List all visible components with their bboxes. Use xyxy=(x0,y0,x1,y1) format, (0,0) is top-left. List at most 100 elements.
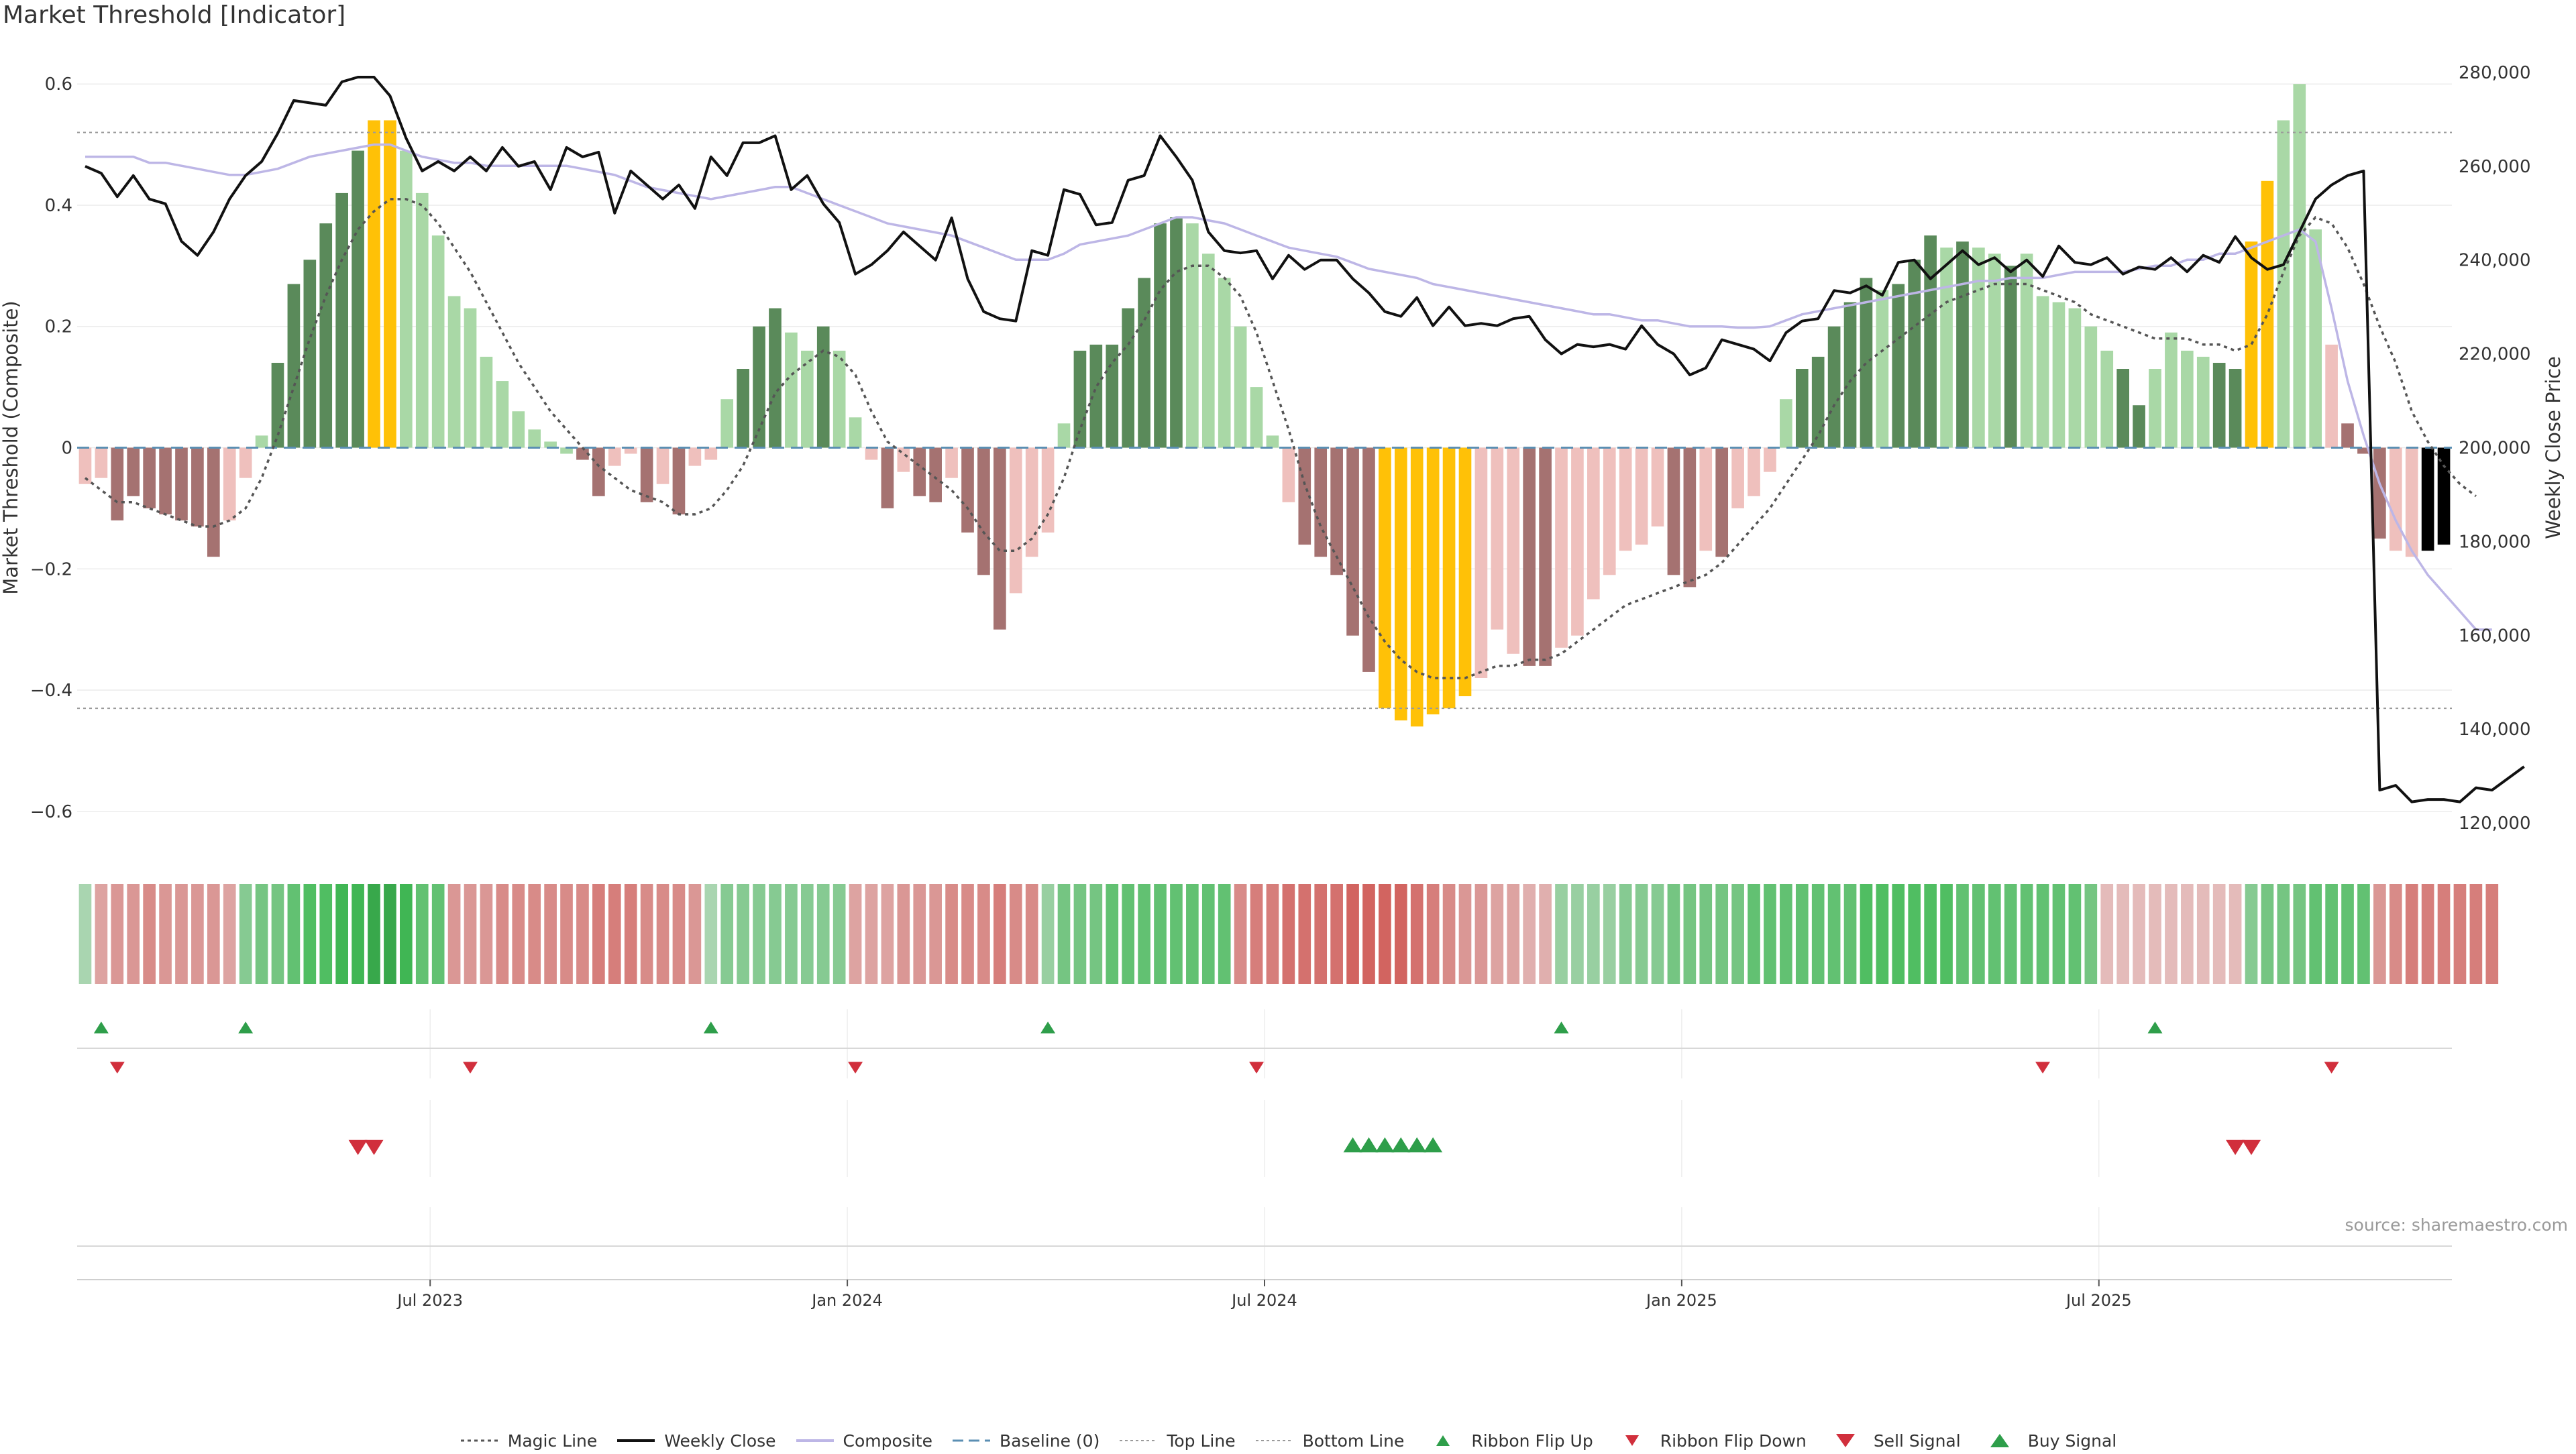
right-tick-label: 200,000 xyxy=(2459,439,2531,459)
ribbon-cell xyxy=(1138,884,1150,984)
composite-bar xyxy=(2405,447,2418,557)
ribbon-cell xyxy=(785,884,798,984)
ribbon-cell xyxy=(977,884,990,984)
weekly-close-line xyxy=(85,76,2525,803)
ribbon-cell xyxy=(994,884,1006,984)
right-tick-label: 240,000 xyxy=(2459,251,2531,271)
ribbon-cell xyxy=(2421,884,2434,984)
composite-bar xyxy=(1764,447,1776,472)
ribbon-cell xyxy=(576,884,589,984)
composite-bar xyxy=(368,120,380,448)
right-tick-label: 180,000 xyxy=(2459,532,2531,552)
ribbon-cell xyxy=(913,884,926,984)
composite-bar xyxy=(2100,350,2114,448)
composite-bar xyxy=(2277,120,2290,448)
ribbon-flip-up-marker xyxy=(703,1021,718,1033)
ribbon-cell xyxy=(2389,884,2402,984)
composite-bar xyxy=(415,192,429,448)
ribbon-cell xyxy=(2437,884,2451,984)
composite-bar xyxy=(608,447,621,466)
x-tick-label: Jan 2025 xyxy=(1645,1291,1717,1310)
ribbon-cell xyxy=(2004,884,2017,984)
ribbon-cell xyxy=(287,884,301,984)
ribbon-cell xyxy=(415,884,429,984)
composite-bar xyxy=(191,447,204,526)
composite-bar xyxy=(1186,223,1199,448)
ribbon-cell xyxy=(865,884,878,984)
ribbon-cell xyxy=(143,884,156,984)
composite-bar xyxy=(1491,447,1504,630)
composite-bar xyxy=(1379,447,1391,709)
ribbon-cell xyxy=(2116,884,2129,984)
ribbon-cell xyxy=(1555,884,1568,984)
composite-bar xyxy=(961,447,974,533)
ribbon-cell xyxy=(2341,884,2354,984)
composite-bar xyxy=(2245,241,2258,448)
ribbon-cell xyxy=(1507,884,1520,984)
composite-bar xyxy=(175,447,188,520)
legend-item-price: Weekly Close xyxy=(616,1431,776,1451)
composite-bar xyxy=(1507,447,1520,654)
buy-signal-marker xyxy=(1343,1137,1362,1153)
x-tick-label: Jul 2025 xyxy=(2065,1291,2132,1310)
ribbon-cell xyxy=(352,884,364,984)
legend-label: Sell Signal xyxy=(1873,1431,1961,1451)
legend-swatch xyxy=(951,1431,991,1450)
composite-bar xyxy=(287,284,301,448)
right-tick-label: 260,000 xyxy=(2459,157,2531,177)
composite-bar xyxy=(95,447,108,478)
signal-panels xyxy=(77,1009,2452,1280)
ribbon-cell xyxy=(1186,884,1199,984)
ribbon-flip-up-marker xyxy=(2147,1021,2163,1033)
ribbon-cell xyxy=(2149,884,2161,984)
composite-bar xyxy=(704,447,718,460)
ribbon-cell xyxy=(1603,884,1616,984)
composite-bar xyxy=(994,447,1006,630)
composite-bar xyxy=(1523,447,1536,666)
legend-label: Weekly Close xyxy=(664,1431,776,1451)
ribbon-cell xyxy=(2309,884,2322,984)
composite-bar xyxy=(1940,247,1953,448)
buy-signal-marker xyxy=(1375,1137,1395,1153)
legend-swatch xyxy=(795,1431,835,1450)
ribbon-cell xyxy=(2165,884,2178,984)
ribbon-cell xyxy=(2036,884,2049,984)
legend-label: Ribbon Flip Down xyxy=(1660,1431,1807,1451)
chart-lines xyxy=(77,76,2525,803)
legend-label: Magic Line xyxy=(507,1431,598,1451)
composite-bar xyxy=(480,356,493,448)
composite-bar xyxy=(2004,266,2017,448)
composite-bar xyxy=(737,369,749,448)
composite-line xyxy=(85,143,2492,631)
composite-bar xyxy=(1073,350,1087,448)
composite-bar xyxy=(1458,447,1472,697)
composite-bar xyxy=(2036,296,2049,448)
legend-swatch xyxy=(1980,1431,2020,1450)
composite-bar xyxy=(352,150,364,448)
left-tick-label: −0.6 xyxy=(30,802,72,822)
composite-bar xyxy=(1282,447,1295,502)
ribbon-flip-down-marker xyxy=(848,1062,863,1074)
ribbon-cell xyxy=(496,884,509,984)
ribbon-cell xyxy=(1924,884,1937,984)
composite-bar xyxy=(640,447,653,502)
composite-bar xyxy=(2341,423,2354,448)
ribbon-cell xyxy=(1571,884,1584,984)
ribbon-cell xyxy=(1811,884,1825,984)
composite-bar xyxy=(1795,369,1809,448)
ribbon-cell xyxy=(1683,884,1697,984)
composite-bar xyxy=(1843,302,1857,448)
ribbon-cell xyxy=(2485,884,2499,984)
composite-bar xyxy=(1780,399,1792,448)
composite-bar xyxy=(2165,332,2178,448)
composite-bar xyxy=(576,447,589,460)
buy-signal-marker xyxy=(1424,1137,1443,1153)
composite-bar xyxy=(1988,254,2001,448)
ribbon-cell xyxy=(447,884,461,984)
ribbon-cell xyxy=(1410,884,1424,984)
composite-bar xyxy=(1025,447,1038,557)
ribbon-cell xyxy=(384,884,396,984)
legend-item-flip-up: Ribbon Flip Up xyxy=(1423,1431,1593,1451)
buy-signal-marker xyxy=(1407,1137,1427,1153)
composite-bar xyxy=(1699,447,1713,551)
